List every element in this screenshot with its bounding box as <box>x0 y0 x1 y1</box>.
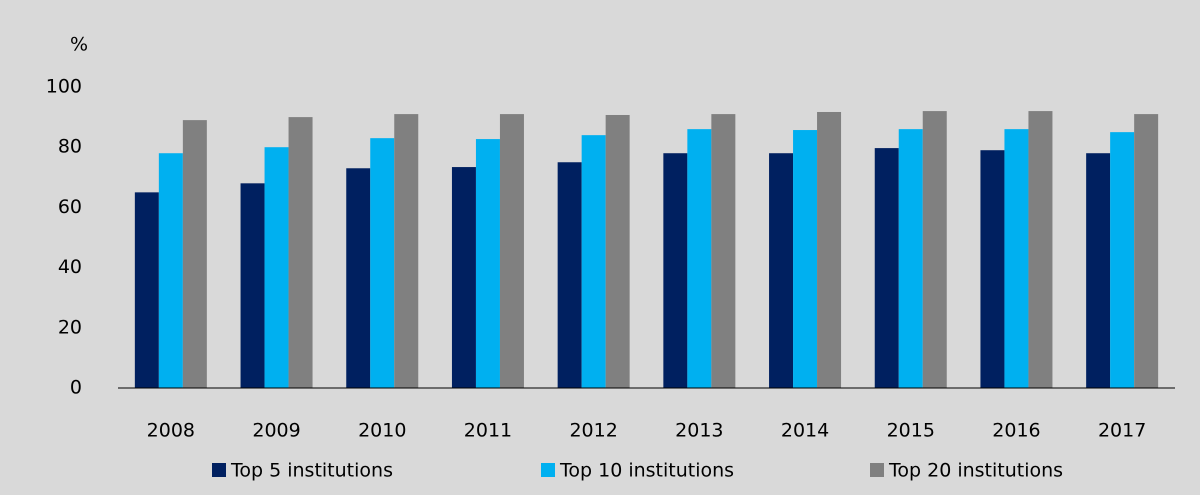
legend-swatch <box>870 463 884 477</box>
x-tick-label: 2014 <box>781 420 829 442</box>
y-tick-label: 80 <box>58 136 82 158</box>
bar <box>370 138 395 388</box>
bar <box>264 147 289 388</box>
legend-swatch <box>212 463 226 477</box>
legend-label: Top 5 institutions <box>230 460 393 482</box>
x-tick-label: 2016 <box>992 420 1040 442</box>
x-tick-label: 2013 <box>675 420 723 442</box>
bar <box>922 111 947 388</box>
y-tick-label: 100 <box>46 76 82 98</box>
bar <box>687 129 712 388</box>
bar <box>394 114 419 388</box>
x-tick-label: 2010 <box>358 420 406 442</box>
y-unit: % <box>70 34 88 56</box>
x-tick-label: 2017 <box>1098 420 1146 442</box>
y-tick-label: 0 <box>70 377 82 399</box>
bar <box>898 129 923 388</box>
bar <box>581 135 606 388</box>
y-tick-label: 40 <box>58 256 82 278</box>
x-tick-label: 2012 <box>569 420 617 442</box>
bar <box>134 192 159 388</box>
bar <box>874 148 899 388</box>
y-tick-label: 60 <box>58 196 82 218</box>
x-tick-label: 2011 <box>464 420 512 442</box>
bar <box>605 114 630 389</box>
bar <box>475 139 500 388</box>
bar <box>663 153 688 388</box>
bar <box>1110 132 1135 388</box>
bar <box>557 162 582 388</box>
bar <box>711 114 736 388</box>
bar <box>817 111 842 388</box>
legend-label: Top 10 institutions <box>559 460 734 482</box>
bar <box>182 120 207 389</box>
x-tick-label: 2015 <box>887 420 935 442</box>
bar <box>499 114 524 388</box>
y-tick-label: 20 <box>58 316 82 338</box>
x-tick-label: 2008 <box>147 420 195 442</box>
bar <box>1134 114 1159 388</box>
bar <box>240 183 265 388</box>
bar <box>980 150 1005 388</box>
bar <box>451 167 476 388</box>
x-tick-label: 2009 <box>252 420 300 442</box>
bar <box>346 168 371 388</box>
bar <box>1004 129 1029 388</box>
legend-label: Top 20 institutions <box>888 460 1063 482</box>
bar <box>158 153 183 388</box>
bar <box>288 117 313 388</box>
bar <box>1028 111 1053 388</box>
bar <box>1086 153 1111 388</box>
bar <box>769 153 794 388</box>
bar <box>793 130 818 388</box>
legend-swatch <box>541 463 555 477</box>
